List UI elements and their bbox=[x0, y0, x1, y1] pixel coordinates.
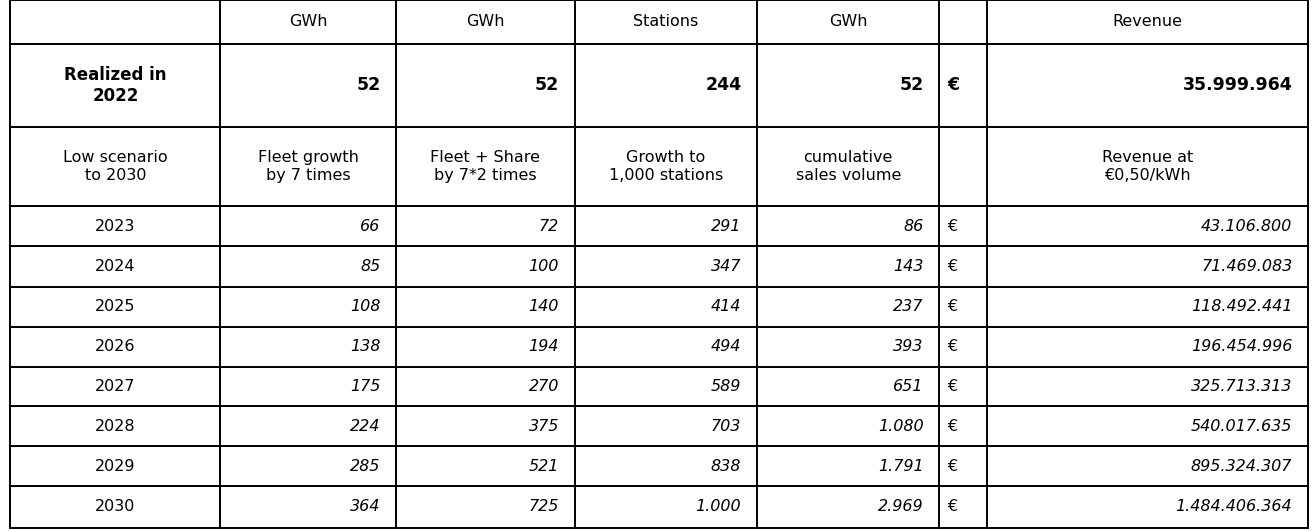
Text: €: € bbox=[947, 219, 958, 234]
Text: 1.080: 1.080 bbox=[878, 419, 924, 434]
Text: 375: 375 bbox=[529, 419, 559, 434]
Text: 2029: 2029 bbox=[96, 459, 135, 474]
Text: 2025: 2025 bbox=[96, 299, 135, 314]
Text: 138: 138 bbox=[350, 339, 380, 354]
Text: 2027: 2027 bbox=[96, 379, 135, 394]
Text: 224: 224 bbox=[350, 419, 380, 434]
Text: 703: 703 bbox=[711, 419, 741, 434]
Text: 2.969: 2.969 bbox=[878, 500, 924, 514]
Text: 108: 108 bbox=[350, 299, 380, 314]
Text: 66: 66 bbox=[361, 219, 380, 234]
Text: 237: 237 bbox=[893, 299, 924, 314]
Text: 651: 651 bbox=[893, 379, 924, 394]
Text: €: € bbox=[947, 459, 958, 474]
Text: €: € bbox=[947, 76, 959, 94]
Text: €: € bbox=[947, 500, 958, 514]
Text: 35.999.964: 35.999.964 bbox=[1182, 76, 1292, 94]
Text: 52: 52 bbox=[535, 76, 559, 94]
Text: 196.454.996: 196.454.996 bbox=[1191, 339, 1292, 354]
Text: 194: 194 bbox=[529, 339, 559, 354]
Text: GWh: GWh bbox=[829, 14, 867, 29]
Text: 725: 725 bbox=[529, 500, 559, 514]
Text: Growth to
1,000 stations: Growth to 1,000 stations bbox=[609, 151, 723, 182]
Text: 270: 270 bbox=[529, 379, 559, 394]
Text: 291: 291 bbox=[711, 219, 741, 234]
Text: 140: 140 bbox=[529, 299, 559, 314]
Text: 364: 364 bbox=[350, 500, 380, 514]
Text: 52: 52 bbox=[900, 76, 924, 94]
Text: 175: 175 bbox=[350, 379, 380, 394]
Text: 494: 494 bbox=[711, 339, 741, 354]
Text: GWh: GWh bbox=[466, 14, 505, 29]
Text: Stations: Stations bbox=[634, 14, 698, 29]
Text: 347: 347 bbox=[711, 259, 741, 274]
Text: 72: 72 bbox=[539, 219, 559, 234]
Text: Low scenario
to 2030: Low scenario to 2030 bbox=[63, 151, 168, 182]
Text: cumulative
sales volume: cumulative sales volume bbox=[795, 151, 901, 182]
Text: €: € bbox=[947, 259, 958, 274]
Text: 414: 414 bbox=[711, 299, 741, 314]
Text: Fleet growth
by 7 times: Fleet growth by 7 times bbox=[258, 151, 358, 182]
Text: 1.484.406.364: 1.484.406.364 bbox=[1176, 500, 1292, 514]
Text: 71.469.083: 71.469.083 bbox=[1200, 259, 1292, 274]
Text: €: € bbox=[947, 419, 958, 434]
Text: Revenue at
€0,50/kWh: Revenue at €0,50/kWh bbox=[1102, 151, 1193, 182]
Text: 589: 589 bbox=[711, 379, 741, 394]
Text: 1.791: 1.791 bbox=[878, 459, 924, 474]
Text: €: € bbox=[947, 299, 958, 314]
Text: GWh: GWh bbox=[289, 14, 328, 29]
Text: 2024: 2024 bbox=[96, 259, 135, 274]
Text: Realized in
2022: Realized in 2022 bbox=[64, 66, 167, 104]
Text: 325.713.313: 325.713.313 bbox=[1191, 379, 1292, 394]
Text: 143: 143 bbox=[893, 259, 924, 274]
Text: 2023: 2023 bbox=[96, 219, 135, 234]
Text: 244: 244 bbox=[705, 76, 741, 94]
Text: 86: 86 bbox=[904, 219, 924, 234]
Text: 118.492.441: 118.492.441 bbox=[1191, 299, 1292, 314]
Text: 838: 838 bbox=[711, 459, 741, 474]
Text: Revenue: Revenue bbox=[1113, 14, 1182, 29]
Text: 100: 100 bbox=[529, 259, 559, 274]
Text: Fleet + Share
by 7*2 times: Fleet + Share by 7*2 times bbox=[430, 151, 541, 182]
Text: 895.324.307: 895.324.307 bbox=[1191, 459, 1292, 474]
Text: 285: 285 bbox=[350, 459, 380, 474]
Text: 1.000: 1.000 bbox=[695, 500, 741, 514]
Text: €: € bbox=[947, 339, 958, 354]
Text: 43.106.800: 43.106.800 bbox=[1200, 219, 1292, 234]
Text: 2028: 2028 bbox=[96, 419, 135, 434]
Text: 85: 85 bbox=[361, 259, 380, 274]
Text: €: € bbox=[947, 379, 958, 394]
Text: 2030: 2030 bbox=[96, 500, 135, 514]
Text: 52: 52 bbox=[357, 76, 380, 94]
Text: 393: 393 bbox=[893, 339, 924, 354]
Text: 540.017.635: 540.017.635 bbox=[1191, 419, 1292, 434]
Text: 521: 521 bbox=[529, 459, 559, 474]
Text: 2026: 2026 bbox=[96, 339, 135, 354]
